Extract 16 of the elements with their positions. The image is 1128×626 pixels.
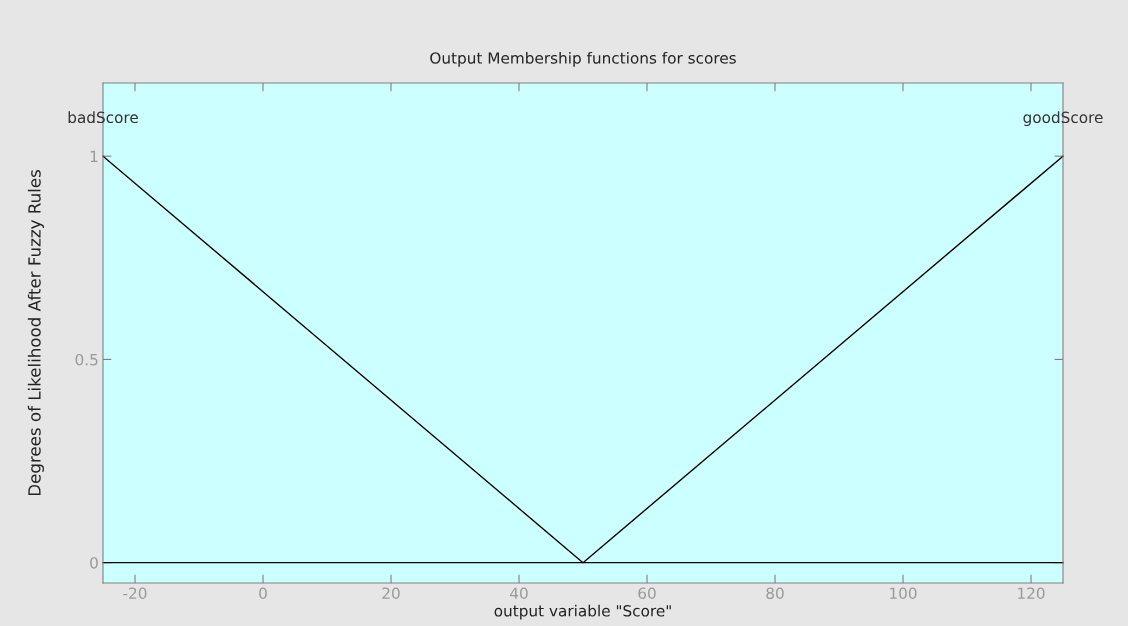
x-tick-label: 80 (766, 587, 784, 599)
x-tick-label: 40 (510, 587, 528, 599)
x-axis-title: output variable "Score" (494, 604, 671, 620)
x-tick-label: 100 (890, 587, 917, 599)
x-tick-label: 20 (382, 587, 400, 599)
text: goodScore (1023, 111, 1103, 127)
text: badScore (68, 111, 138, 124)
x-tick-label: 60 (638, 587, 656, 599)
y-tick-label: 0.5 (75, 353, 98, 366)
x-tick-label: 120 (1018, 587, 1045, 599)
x-tick-label: 0 (259, 587, 267, 599)
y-tick-label: 0 (90, 557, 98, 569)
y-axis-title: Degrees of Likelihood After Fuzzy Rules (27, 170, 44, 496)
x-tick-label: -20 (123, 587, 147, 599)
chart-title: Output Membership functions for scores (430, 51, 736, 67)
y-tick-label: 1 (90, 150, 98, 162)
